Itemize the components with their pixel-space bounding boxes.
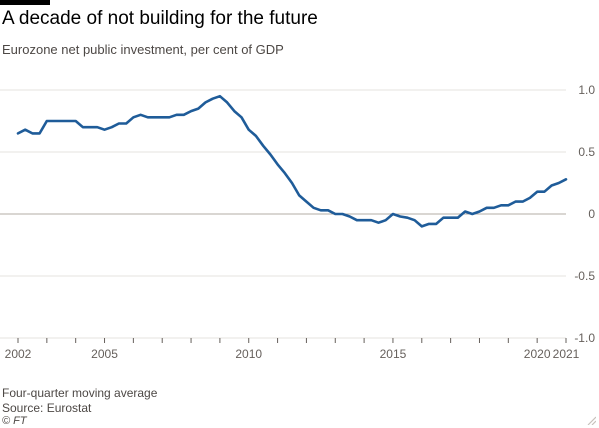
- x-tick-label: 2002: [5, 347, 32, 361]
- grid-layer: [0, 89, 566, 339]
- y-tick-label: -1.0: [574, 331, 595, 345]
- x-tick-label: 2005: [91, 347, 118, 361]
- tick-layer: [17, 338, 567, 343]
- footnote: Four-quarter moving average: [2, 386, 158, 400]
- y-tick-label: 0: [588, 207, 595, 221]
- x-tick-label: 2015: [380, 347, 407, 361]
- x-tick-labels: 2002 2005 2010 2015 2020 2021: [5, 347, 580, 361]
- source-note: Source: Eurostat: [2, 401, 92, 415]
- x-tick-label: 2010: [235, 347, 262, 361]
- resize-grip-icon: [587, 416, 596, 425]
- series-line: [16, 94, 568, 228]
- x-tick-label: 2021: [553, 347, 580, 361]
- x-tick-label: 2020: [524, 347, 551, 361]
- line-chart: -1.0 -0.5 0 0.5 1.0 2002 2005 2010 2015 2020 2021: [0, 83, 595, 361]
- y-tick-label: 1.0: [578, 83, 595, 97]
- y-tick-label: 0.5: [578, 145, 595, 159]
- ft-top-bar: [0, 0, 50, 5]
- copyright: © FT: [2, 415, 27, 427]
- y-tick-label: -0.5: [574, 269, 595, 283]
- y-tick-labels: -1.0 -0.5 0 0.5 1.0: [574, 83, 595, 345]
- chart-title: A decade of not building for the future: [2, 8, 318, 29]
- chart-subtitle: Eurozone net public investment, per cent…: [2, 42, 284, 57]
